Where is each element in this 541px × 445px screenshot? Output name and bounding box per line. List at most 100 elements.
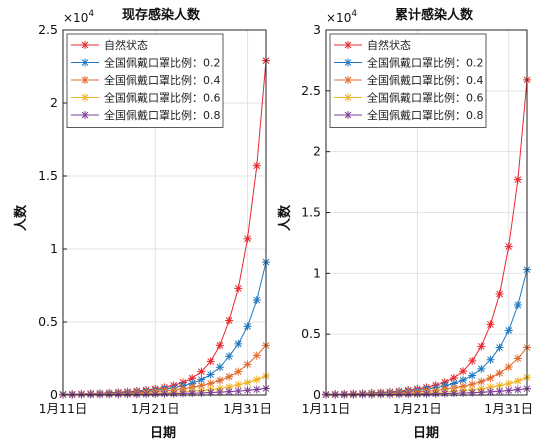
data-point (449, 389, 458, 398)
data-point (504, 379, 513, 388)
data-point (513, 300, 522, 309)
data-point (206, 379, 215, 388)
data-point (513, 377, 522, 386)
data-point (234, 339, 243, 348)
y-tick-label: 0.5 (301, 326, 321, 341)
y-tick-label: 2.5 (38, 22, 58, 37)
data-point (234, 387, 243, 396)
axes-frame (62, 29, 267, 396)
chart-title: 现存感染人数 (122, 7, 201, 23)
data-point (197, 388, 206, 397)
data-point (243, 386, 252, 395)
data-point (431, 389, 440, 398)
y-tick-label: 2 (313, 144, 321, 159)
legend-label: 全国佩戴口罩比例：0.8 (367, 108, 484, 122)
x-tick-label: 1月31日 (223, 401, 272, 416)
data-point (504, 386, 513, 395)
data-point (252, 385, 261, 394)
data-point (513, 175, 522, 184)
data-point (114, 390, 123, 399)
y-tick-label: 1.5 (38, 168, 58, 183)
x-tick-label: 1月11日 (302, 401, 351, 416)
data-point (188, 374, 197, 383)
data-point (160, 389, 169, 398)
data-point (468, 388, 477, 397)
legend-label: 全国佩戴口罩比例：0.2 (104, 56, 221, 70)
chart-title: 累计感染人数 (395, 7, 474, 23)
x-tick-label: 1月21日 (131, 401, 180, 416)
data-point (132, 390, 141, 399)
data-point (252, 375, 261, 384)
data-point (197, 381, 206, 390)
data-point (215, 341, 224, 350)
data-point (413, 390, 422, 399)
data-point (215, 388, 224, 397)
data-point (225, 387, 234, 396)
data-point (468, 371, 477, 380)
data-point (243, 360, 252, 369)
legend-label: 全国佩戴口罩比例：0.2 (367, 56, 484, 70)
legend-label: 自然状态 (367, 38, 411, 52)
y-tick-label: 1.5 (301, 205, 321, 220)
y-axis-exponent: ×104 (326, 9, 357, 25)
data-point (486, 373, 495, 382)
data-point (252, 351, 261, 360)
data-point (513, 354, 522, 363)
x-tick-label: 1月11日 (39, 401, 88, 416)
y-axis-exponent: ×104 (63, 9, 94, 25)
x-tick-label: 1月21日 (393, 401, 442, 416)
data-point (459, 382, 468, 391)
data-point (422, 389, 431, 398)
data-point (197, 367, 206, 376)
data-point (234, 380, 243, 389)
plot-area: 0 0.5 1 1.5 2 2.5 3 1月11日 1月21日 1月31日 自然状态全国佩戴口罩比例… (301, 22, 533, 416)
y-tick-label: 0 (313, 387, 321, 402)
data-point (225, 372, 234, 381)
data-point (486, 387, 495, 396)
chart-panel-cumulative-infections: 累计感染人数 ×104 人数 日期 0 0.5 1 1.5 2 2.5 3 1月11日 1月21… (277, 7, 533, 441)
y-tick-label: 1 (313, 265, 321, 280)
y-tick-label: 2 (50, 95, 58, 110)
data-point (459, 389, 468, 398)
data-point (395, 390, 404, 399)
data-point (178, 389, 187, 398)
legend-label: 自然状态 (104, 38, 148, 52)
data-point (123, 390, 132, 399)
legend-label: 全国佩戴口罩比例：0.8 (104, 108, 221, 122)
data-point (197, 375, 206, 384)
data-point (477, 388, 486, 397)
legend-label: 全国佩戴口罩比例：0.4 (367, 73, 484, 87)
data-point (206, 357, 215, 366)
y-tick-label: 2.5 (301, 83, 321, 98)
data-point (225, 382, 234, 391)
data-point (449, 379, 458, 388)
data-point (504, 242, 513, 251)
data-point (477, 364, 486, 373)
data-point (234, 284, 243, 293)
data-point (459, 376, 468, 385)
data-point (376, 390, 385, 399)
data-point (486, 383, 495, 392)
data-point (188, 379, 197, 388)
axes-frame (325, 29, 528, 396)
chart-panel-current-infections: 现存感染人数 ×104 人数 日期 0 0.5 1 1.5 2 2.5 1月11日 1月21日… (13, 7, 272, 441)
y-tick-label: 3 (313, 22, 321, 37)
y-axis-label: 人数 (277, 204, 293, 231)
data-point (243, 322, 252, 331)
data-point (252, 296, 261, 305)
data-point (105, 390, 114, 399)
data-point (504, 363, 513, 372)
data-point (206, 370, 215, 379)
data-point (468, 380, 477, 389)
data-point (385, 390, 394, 399)
data-point (225, 352, 234, 361)
data-point (495, 387, 504, 396)
data-point (440, 389, 449, 398)
data-point (504, 326, 513, 335)
x-axis-label: 日期 (413, 426, 439, 441)
data-point (151, 389, 160, 398)
data-point (252, 161, 261, 170)
data-point (486, 355, 495, 364)
data-point (215, 376, 224, 385)
